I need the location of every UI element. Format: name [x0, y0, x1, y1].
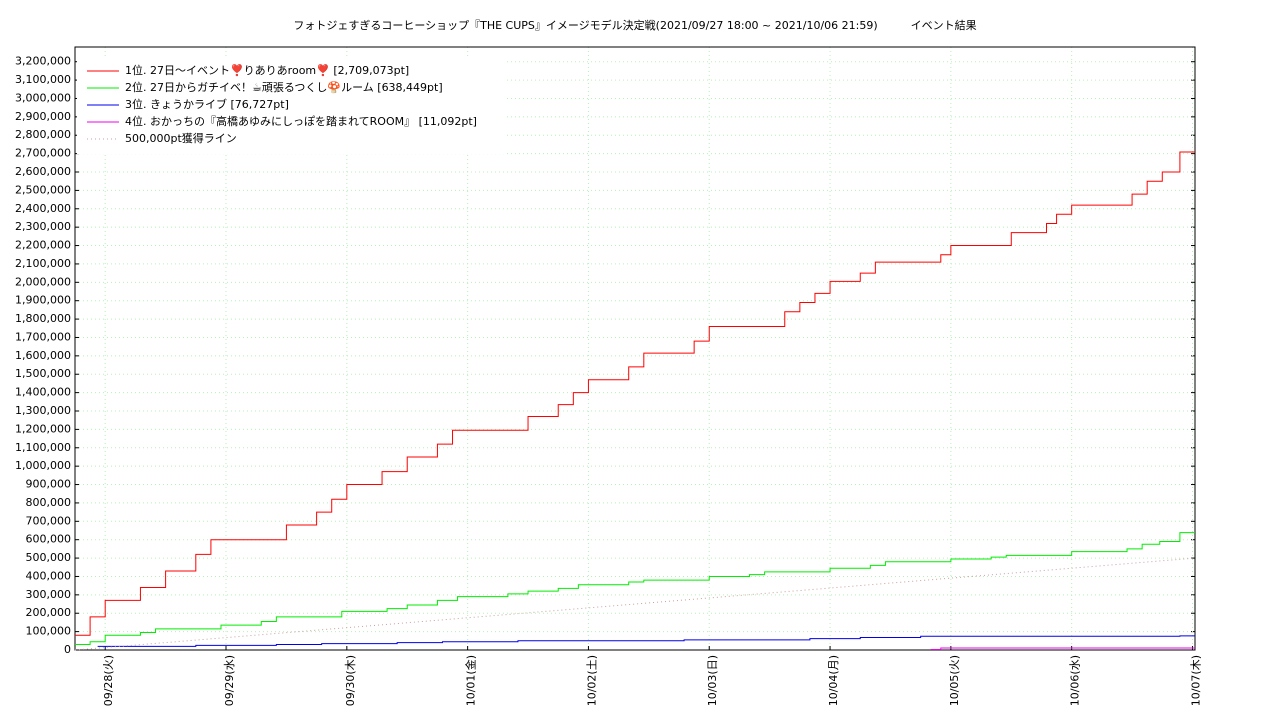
y-tick-label: 200,000 — [26, 606, 72, 619]
legend-label: 4位. おかっちの『高橋あゆみにしっぽを踏まれてROOM』 [11,092pt] — [125, 114, 477, 128]
y-tick-label: 3,200,000 — [15, 55, 71, 68]
plot-frame — [74, 46, 1196, 651]
y-tick-label: 600,000 — [26, 533, 72, 546]
y-tick-label: 0 — [64, 643, 71, 656]
x-tick-label: 10/02(土) — [585, 655, 598, 706]
y-tick-label: 700,000 — [26, 514, 72, 527]
x-tick-label: 10/03(日) — [706, 655, 719, 706]
y-tick-label: 2,100,000 — [15, 257, 71, 270]
series-line — [930, 647, 1195, 650]
y-tick-label: 1,100,000 — [15, 441, 71, 454]
x-tick-label: 09/30(木) — [344, 655, 357, 706]
x-tick-label: 10/04(月) — [827, 655, 840, 706]
y-tick-label: 1,600,000 — [15, 349, 71, 362]
legend-label: 3位. きょうかライブ [76,727pt] — [125, 97, 289, 111]
y-tick-label: 1,900,000 — [15, 294, 71, 307]
y-tick-label: 2,300,000 — [15, 220, 71, 233]
y-tick-label: 1,200,000 — [15, 422, 71, 435]
y-tick-label: 300,000 — [26, 588, 72, 601]
legend-label: 500,000pt獲得ライン — [125, 132, 237, 145]
y-tick-label: 2,200,000 — [15, 239, 71, 252]
series-line — [75, 151, 1195, 636]
y-tick-label: 1,000,000 — [15, 459, 71, 472]
legend-label: 2位. 27日からガチイベ！☕頑張るつくし🍄ルーム [638,449pt] — [125, 80, 443, 94]
y-tick-label: 2,700,000 — [15, 147, 71, 160]
x-tick-label: 09/28(火) — [102, 655, 115, 706]
y-tick-label: 400,000 — [26, 569, 72, 582]
y-tick-label: 800,000 — [26, 496, 72, 509]
legend-label: 1位. 27日〜イベント❣️りありあroom❣️ [2,709,073pt] — [125, 63, 409, 77]
x-tick-label: 10/05(火) — [948, 655, 961, 706]
legend-box — [77, 57, 507, 154]
y-tick-label: 900,000 — [26, 478, 72, 491]
x-tick-label: 10/06(水) — [1069, 655, 1082, 706]
y-tick-label: 1,400,000 — [15, 386, 71, 399]
y-tick-label: 1,300,000 — [15, 404, 71, 417]
y-tick-label: 1,500,000 — [15, 367, 71, 380]
y-tick-label: 2,900,000 — [15, 110, 71, 123]
x-tick-label: 10/07(木) — [1189, 655, 1202, 706]
y-tick-label: 2,600,000 — [15, 165, 71, 178]
y-tick-label: 2,500,000 — [15, 183, 71, 196]
series-line — [74, 557, 1196, 651]
y-tick-label: 3,000,000 — [15, 91, 71, 104]
y-tick-label: 2,400,000 — [15, 202, 71, 215]
x-tick-label: 10/01(金) — [464, 655, 478, 706]
series-line — [97, 635, 1195, 647]
y-tick-label: 2,800,000 — [15, 128, 71, 141]
y-tick-label: 500,000 — [26, 551, 72, 564]
y-tick-label: 2,000,000 — [15, 275, 71, 288]
chart-title: フォトジェすぎるコーヒーショップ『THE CUPS』イメージモデル決定戦(202… — [293, 18, 976, 32]
y-tick-label: 3,100,000 — [15, 73, 71, 86]
y-tick-label: 100,000 — [26, 625, 72, 638]
series-line — [75, 532, 1195, 645]
y-tick-label: 1,800,000 — [15, 312, 71, 325]
x-tick-label: 09/29(水) — [223, 655, 236, 706]
y-tick-label: 1,700,000 — [15, 330, 71, 343]
